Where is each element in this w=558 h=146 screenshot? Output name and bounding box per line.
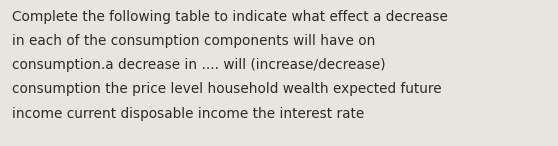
- Text: consumption the price level household wealth expected future: consumption the price level household we…: [12, 82, 442, 97]
- Text: in each of the consumption components will have on: in each of the consumption components wi…: [12, 34, 376, 48]
- Text: Complete the following table to indicate what effect a decrease: Complete the following table to indicate…: [12, 10, 448, 24]
- Text: income current disposable income the interest rate: income current disposable income the int…: [12, 107, 364, 121]
- Text: consumption.a decrease in .... will (increase/decrease): consumption.a decrease in .... will (inc…: [12, 58, 386, 72]
